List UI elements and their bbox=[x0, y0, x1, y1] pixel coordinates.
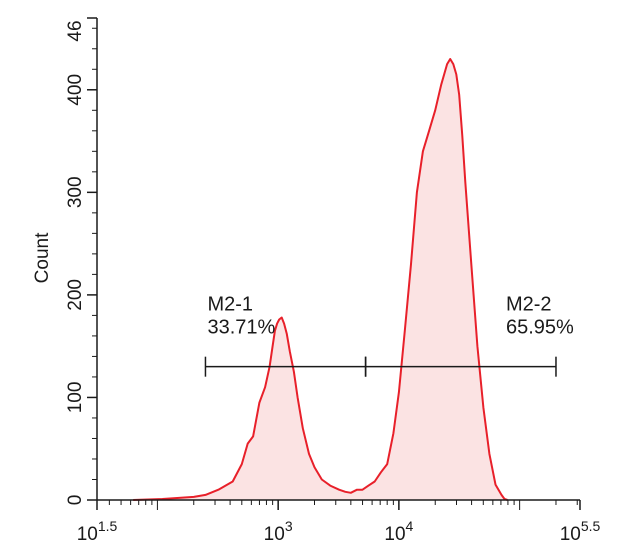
gate-layer: M2-133.71% M2-265.95% bbox=[204, 294, 574, 377]
series-fill-0 bbox=[133, 59, 508, 500]
y-tick-label-1: 100 bbox=[65, 382, 86, 414]
gate-name-2: M2-2 bbox=[506, 294, 552, 316]
gate-percent-1: 33.71% bbox=[207, 317, 275, 339]
y-tick-label-2: 200 bbox=[65, 279, 86, 311]
y-tick-label-3: 300 bbox=[65, 176, 86, 208]
series-line-0 bbox=[133, 58, 508, 501]
axes-layer: 0 100 200 300 400 46 101.5 103 104 105.5 bbox=[65, 17, 601, 545]
x-tick-label-0: 101.5 bbox=[77, 518, 118, 545]
x-tick-label-3: 105.5 bbox=[560, 518, 601, 545]
gate-percent-2: 65.95% bbox=[506, 317, 574, 339]
y-axis-label: Count bbox=[32, 232, 53, 283]
x-tick-label-1: 103 bbox=[264, 518, 293, 545]
y-tick-label-4: 400 bbox=[65, 74, 86, 106]
series-layer bbox=[133, 58, 508, 501]
x-tick-label-2: 104 bbox=[384, 518, 413, 545]
gate-name-1: M2-1 bbox=[207, 294, 253, 316]
y-tick-label-top: 46 bbox=[65, 20, 86, 41]
y-tick-label-0: 0 bbox=[65, 495, 86, 506]
